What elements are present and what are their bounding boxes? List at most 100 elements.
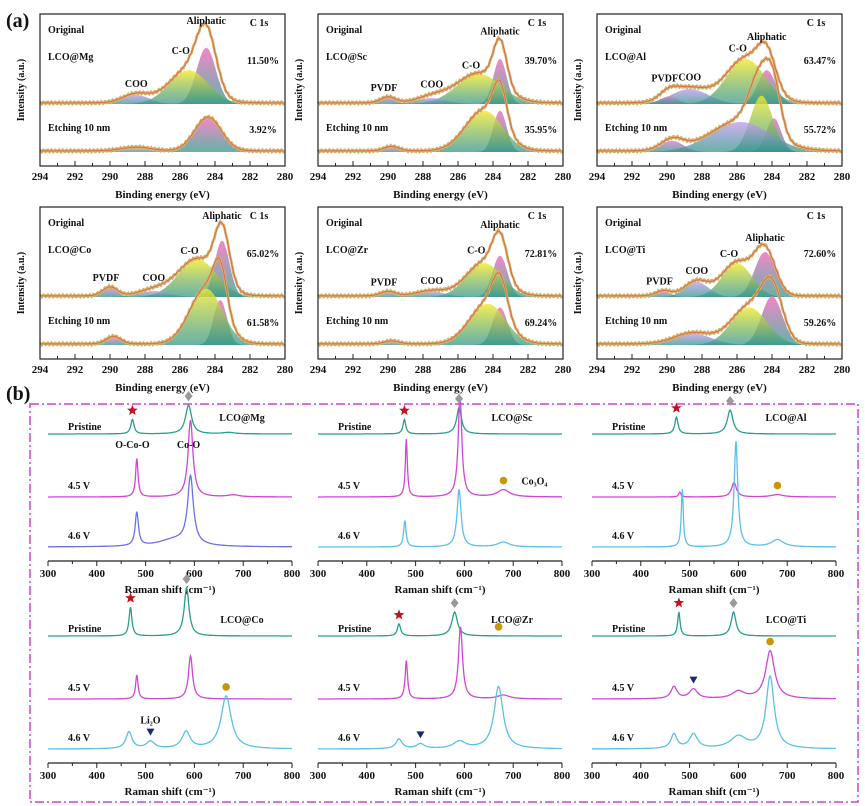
x-tick-label: 282 bbox=[520, 171, 537, 183]
star-marker-icon bbox=[127, 404, 138, 415]
raman-pristine-label: Pristine bbox=[338, 624, 372, 635]
xps-original-label: Original bbox=[605, 218, 641, 229]
x-tick-label: 282 bbox=[799, 364, 816, 376]
x-tick-label: 600 bbox=[456, 770, 473, 782]
xps-original-label: Original bbox=[326, 25, 362, 36]
x-tick-label: 294 bbox=[310, 171, 327, 183]
x-tick-label: 500 bbox=[681, 568, 698, 580]
y-axis-label: Intensity (a.u.) bbox=[294, 59, 305, 122]
x-tick-label: 600 bbox=[730, 770, 747, 782]
raman-pristine-label: Pristine bbox=[612, 624, 646, 635]
triangle-marker-icon bbox=[689, 676, 698, 684]
xps-c1s-label: C 1s bbox=[528, 211, 547, 222]
xps-label-coo: COO bbox=[142, 273, 165, 284]
x-axis-label: Binding energy (eV) bbox=[672, 382, 767, 394]
raman-line-v45 bbox=[48, 653, 292, 700]
raman-line-v46 bbox=[318, 685, 562, 750]
xps-fit-line-original bbox=[597, 244, 842, 297]
x-tick-label: 288 bbox=[137, 364, 154, 376]
x-tick-label: 284 bbox=[207, 171, 224, 183]
xps-original-label: Original bbox=[605, 25, 641, 36]
raman-sample-label: LCO@Zr bbox=[491, 615, 534, 626]
xps-raw-data-original bbox=[38, 218, 285, 300]
xps-component-aliphatic bbox=[40, 118, 285, 152]
raman-pristine-label: Pristine bbox=[612, 422, 646, 433]
x-tick-label: 800 bbox=[554, 568, 571, 580]
xps-component-coo bbox=[597, 122, 842, 152]
raman-line-v45 bbox=[318, 626, 562, 700]
x-tick-label: 288 bbox=[415, 171, 432, 183]
circle-marker-icon bbox=[766, 637, 774, 646]
x-axis-label: Binding energy (eV) bbox=[672, 189, 767, 201]
x-tick-label: 400 bbox=[633, 770, 650, 782]
x-tick-label: 500 bbox=[681, 770, 698, 782]
xps-etched-label: Etching 10 nm bbox=[48, 316, 111, 327]
x-tick-label: 292 bbox=[67, 171, 84, 183]
xps-label-co: C-O bbox=[462, 61, 481, 72]
star-marker-icon bbox=[399, 404, 410, 416]
xps-raw-data-etched bbox=[316, 76, 563, 155]
x-tick-label: 294 bbox=[589, 364, 606, 376]
xps-component-co bbox=[318, 263, 563, 297]
xps-label-co: C-O bbox=[729, 44, 748, 55]
xps-label-pvdf: PVDF bbox=[371, 277, 398, 288]
x-tick-label: 700 bbox=[235, 770, 252, 782]
x-tick-label: 400 bbox=[633, 568, 650, 580]
x-tick-label: 290 bbox=[659, 364, 676, 376]
raman-panel-lco-zr: Pristine 4.5 V 4.6 V LCO@Zr 300 400 500 600 700 8… bbox=[310, 597, 571, 798]
diamond-marker-icon bbox=[450, 597, 459, 608]
x-tick-label: 290 bbox=[659, 171, 676, 183]
xps-original-percent: 63.47% bbox=[804, 56, 837, 67]
xps-label-aliphatic: Aliphatic bbox=[187, 16, 227, 27]
x-tick-label: 294 bbox=[310, 364, 327, 376]
panel-label-b: (b) bbox=[6, 383, 30, 405]
raman-46v-label: 4.6 V bbox=[338, 733, 361, 744]
x-tick-label: 288 bbox=[694, 171, 711, 183]
x-tick-label: 286 bbox=[172, 364, 189, 376]
xps-component-pvdf bbox=[318, 342, 563, 345]
xps-label-pvdf: PVDF bbox=[646, 276, 673, 287]
xps-original-percent: 72.81% bbox=[525, 249, 558, 260]
xps-etched-label: Etching 10 nm bbox=[48, 123, 111, 134]
xps-label-aliphatic: Aliphatic bbox=[747, 32, 787, 43]
xps-component-aliphatic bbox=[597, 296, 842, 345]
raman-pristine-label: Pristine bbox=[68, 624, 102, 635]
xps-component-co bbox=[40, 70, 285, 104]
xps-sample-label: LCO@Al bbox=[605, 52, 646, 63]
raman-line-v45 bbox=[592, 649, 836, 700]
raman-45v-label: 4.5 V bbox=[338, 683, 361, 694]
x-tick-label: 284 bbox=[764, 171, 781, 183]
raman-label-ocoo: O-Co-O bbox=[115, 440, 150, 451]
xps-label-aliphatic: Aliphatic bbox=[480, 27, 520, 38]
xps-raw-data-etched bbox=[595, 273, 842, 348]
raman-label-co3o4: Co₃O₄ bbox=[521, 477, 547, 488]
xps-original-label: Original bbox=[326, 218, 362, 229]
x-tick-label: 300 bbox=[40, 770, 57, 782]
xps-raw-data-etched bbox=[595, 55, 842, 155]
x-tick-label: 280 bbox=[277, 171, 294, 183]
xps-label-pvdf: PVDF bbox=[93, 273, 120, 284]
raman-line-v46 bbox=[48, 473, 292, 548]
xps-fit-line-etched bbox=[318, 79, 563, 152]
raman-line-pristine bbox=[592, 610, 836, 637]
x-tick-label: 500 bbox=[137, 568, 154, 580]
raman-line-pristine bbox=[318, 406, 562, 435]
xps-c1s-label: C 1s bbox=[250, 18, 269, 29]
x-tick-label: 284 bbox=[485, 364, 502, 376]
xps-c1s-label: C 1s bbox=[807, 18, 826, 29]
xps-component-pvdf bbox=[597, 96, 842, 104]
raman-sample-label: LCO@Sc bbox=[492, 413, 534, 424]
x-tick-label: 292 bbox=[67, 364, 84, 376]
x-tick-label: 300 bbox=[40, 568, 57, 580]
raman-panel-lco-sc: Pristine 4.5 V 4.6 V LCO@Sc Co₃O₄ 300 400 500 60… bbox=[310, 393, 571, 596]
y-axis-label: Intensity (a.u.) bbox=[573, 252, 584, 315]
raman-46v-label: 4.6 V bbox=[68, 531, 91, 542]
x-tick-label: 280 bbox=[555, 171, 572, 183]
raman-line-v45 bbox=[318, 395, 562, 498]
x-tick-label: 500 bbox=[407, 568, 424, 580]
xps-fit-line-original bbox=[318, 230, 563, 297]
x-tick-label: 288 bbox=[694, 364, 711, 376]
xps-label-coo: COO bbox=[125, 79, 148, 90]
